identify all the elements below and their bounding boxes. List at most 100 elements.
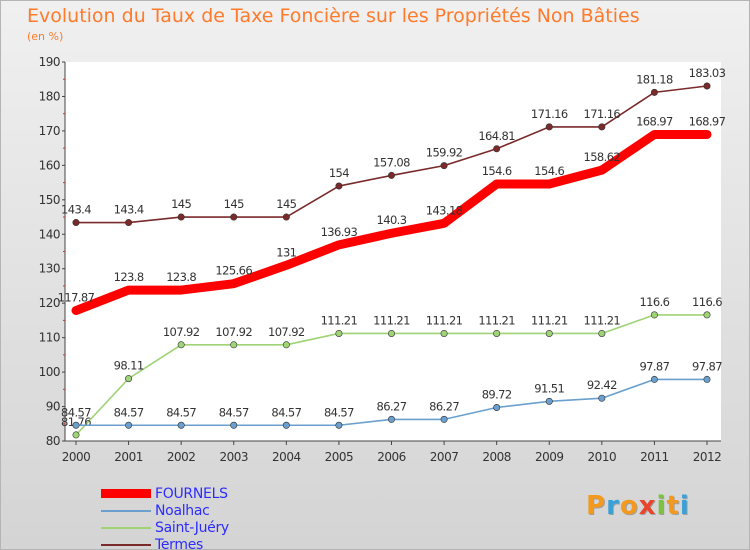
data-label: 154.6: [534, 164, 564, 178]
data-label: 97.87: [692, 359, 722, 373]
data-label: 154.6: [482, 164, 512, 178]
x-tick-label: 2007: [430, 450, 459, 464]
data-label: 116.6: [639, 295, 669, 309]
y-tick-label: 110: [39, 331, 60, 345]
data-label: 123.8: [114, 270, 144, 284]
y-tick-label: 150: [39, 193, 60, 207]
x-tick-label: 2009: [535, 450, 564, 464]
chart-legend: FOURNELS Noalhac Saint-Juéry Termes: [101, 485, 229, 550]
data-point: [72, 219, 80, 227]
data-label: 86.27: [429, 399, 459, 413]
series-line-fournels: [71, 129, 712, 316]
logo-letter: o: [619, 491, 639, 521]
data-point: [598, 394, 606, 402]
legend-swatch: [101, 509, 151, 512]
data-label: 86.27: [377, 399, 407, 413]
legend-item: Saint-Juéry: [101, 519, 229, 536]
data-point: [703, 375, 711, 383]
data-label: 84.57: [166, 405, 196, 419]
x-tick-label: 2001: [114, 450, 143, 464]
data-point: [650, 311, 658, 319]
logo-letter: x: [638, 491, 657, 521]
y-tick-label: 140: [39, 227, 60, 241]
data-label: 157.08: [373, 155, 410, 169]
logo-letter: t: [666, 491, 680, 521]
data-point: [387, 415, 395, 423]
data-point: [230, 213, 238, 221]
data-label: 159.92: [426, 146, 463, 160]
y-tick-label: 160: [39, 158, 60, 172]
x-tick-label: 2002: [167, 450, 196, 464]
data-label: 131: [276, 245, 296, 259]
data-label: 168.97: [636, 114, 673, 128]
data-label: 123.8: [166, 270, 196, 284]
data-label: 164.81: [478, 129, 515, 143]
legend-item: Termes: [101, 536, 229, 550]
data-label: 92.42: [587, 378, 617, 392]
y-tick-label: 190: [39, 55, 60, 69]
chart-unit: (en %): [27, 30, 64, 43]
data-label: 171.16: [531, 107, 568, 121]
data-point: [493, 145, 501, 153]
data-point: [282, 421, 290, 429]
data-point: [125, 375, 133, 383]
data-label: 143.4: [61, 203, 91, 217]
data-label: 145: [171, 197, 191, 211]
data-point: [282, 341, 290, 349]
data-label: 183.03: [689, 66, 726, 80]
y-tick-label: 90: [46, 400, 60, 414]
legend-label: FOURNELS: [155, 485, 228, 502]
data-label: 84.57: [219, 405, 249, 419]
x-tick-label: 2000: [62, 450, 91, 464]
data-point: [440, 162, 448, 170]
x-tick-label: 2004: [272, 450, 301, 464]
data-label: 84.57: [114, 405, 144, 419]
data-label: 91.51: [534, 381, 564, 395]
data-point: [230, 421, 238, 429]
data-point: [650, 88, 658, 96]
data-point: [387, 329, 395, 337]
data-point: [282, 213, 290, 221]
data-label: 107.92: [163, 325, 200, 339]
data-label: 84.57: [324, 405, 354, 419]
x-tick-label: 2006: [377, 450, 406, 464]
data-point: [440, 329, 448, 337]
data-point: [177, 341, 185, 349]
y-tick-label: 130: [39, 262, 60, 276]
data-point: [598, 329, 606, 337]
data-label: 107.92: [268, 325, 305, 339]
data-point: [703, 311, 711, 319]
data-label: 111.21: [584, 313, 621, 327]
data-point: [125, 421, 133, 429]
data-point: [72, 431, 80, 439]
data-point: [440, 415, 448, 423]
logo-letter: i: [656, 491, 667, 521]
data-point: [545, 397, 553, 405]
data-label: 84.57: [271, 405, 301, 419]
y-tick-label: 180: [39, 89, 60, 103]
x-tick-label: 2008: [482, 450, 511, 464]
data-label: 140.3: [377, 213, 407, 227]
data-point: [177, 213, 185, 221]
data-point: [335, 329, 343, 337]
data-label: 181.18: [636, 72, 673, 86]
x-tick-label: 2011: [640, 450, 669, 464]
data-point: [493, 404, 501, 412]
legend-label: Termes: [155, 536, 204, 550]
data-label: 158.62: [584, 150, 621, 164]
data-point: [230, 341, 238, 349]
data-point: [650, 375, 658, 383]
data-point: [387, 171, 395, 179]
data-label: 111.21: [321, 313, 358, 327]
legend-swatch: [101, 543, 151, 546]
data-label: 171.16: [584, 107, 621, 121]
data-label: 136.93: [321, 225, 358, 239]
data-point: [335, 421, 343, 429]
data-point: [703, 82, 711, 90]
data-label: 168.97: [689, 114, 726, 128]
data-label: 116.6: [692, 295, 722, 309]
data-point: [598, 123, 606, 131]
data-point: [125, 219, 133, 227]
